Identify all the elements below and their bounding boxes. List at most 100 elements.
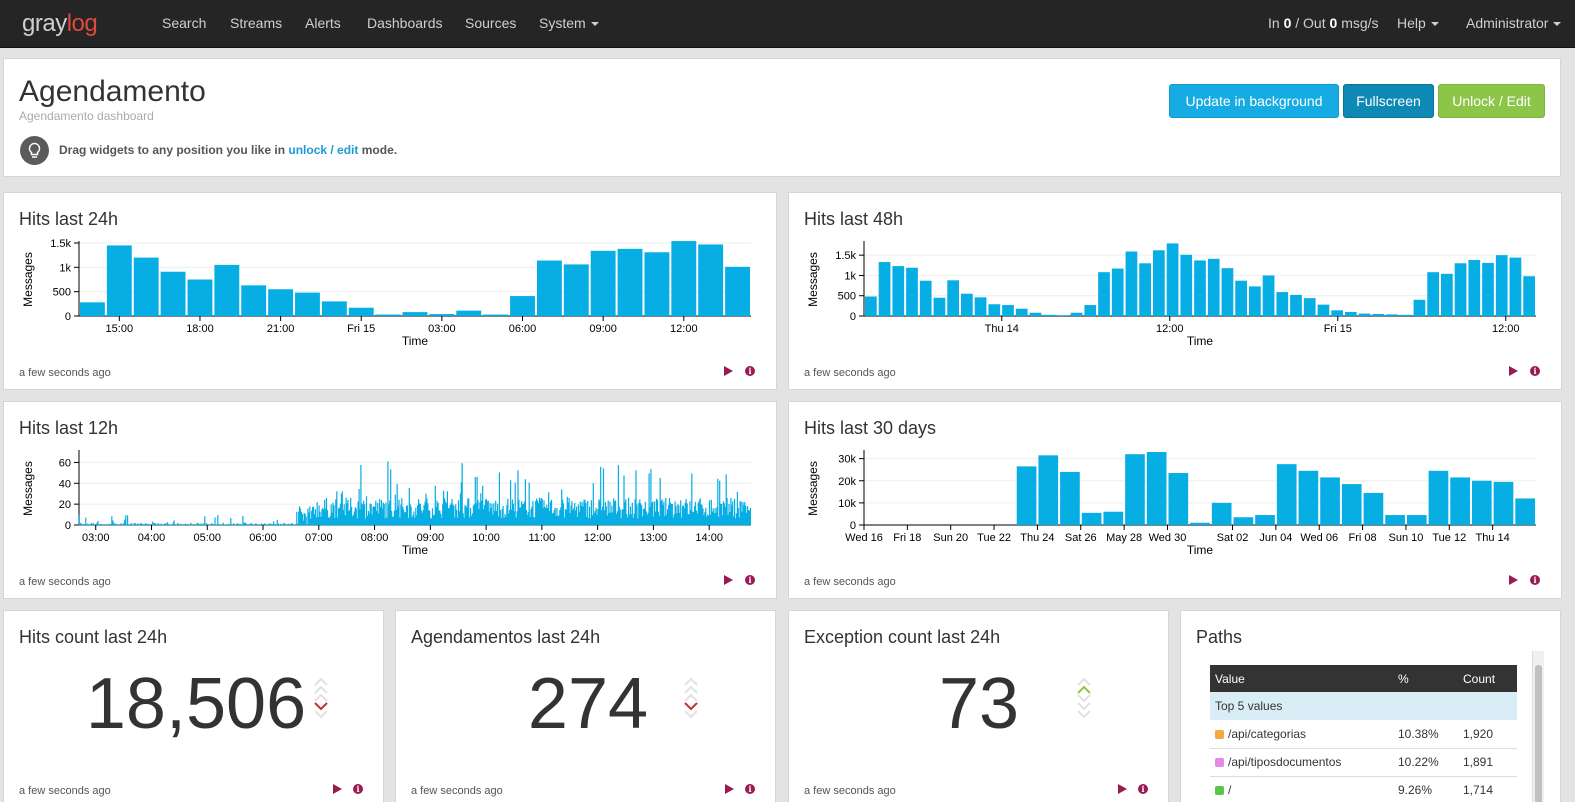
- x-tick-label: 18:00: [186, 323, 214, 335]
- nav-system[interactable]: System: [539, 15, 599, 31]
- unlock-edit-button[interactable]: Unlock / Edit: [1438, 84, 1545, 118]
- chevron-down-icon: [590, 22, 599, 27]
- table-scrollbar[interactable]: [1532, 651, 1544, 802]
- replay-search-icon[interactable]: [724, 366, 733, 376]
- widget-updated-time: a few seconds ago: [411, 785, 503, 797]
- x-axis-label: Time: [1187, 543, 1214, 557]
- bar: [725, 266, 750, 316]
- lightbulb-icon: [20, 136, 49, 165]
- replay-search-icon[interactable]: [333, 784, 342, 794]
- y-tick-label: 0: [850, 311, 856, 323]
- widget-hits-30-days[interactable]: Hits last 30 days 0 10k 20k 30k Messages Time…: [788, 401, 1562, 599]
- info-icon[interactable]: i: [745, 575, 755, 585]
- nav-search[interactable]: Search: [162, 15, 207, 31]
- info-icon[interactable]: i: [745, 366, 755, 376]
- nav-dashboards[interactable]: Dashboards: [367, 15, 443, 31]
- exception-count-value: 73: [938, 664, 1020, 744]
- replay-search-icon[interactable]: [1509, 366, 1518, 376]
- column-header-percent[interactable]: %: [1398, 671, 1409, 686]
- widget-updated-time: a few seconds ago: [19, 576, 111, 588]
- info-icon[interactable]: i: [1138, 784, 1148, 794]
- x-axis-label: Time: [402, 334, 429, 348]
- bar: [375, 314, 401, 316]
- bar: [1015, 308, 1028, 316]
- x-tick-label: 07:00: [305, 532, 333, 544]
- bar: [698, 244, 724, 316]
- info-icon[interactable]: i: [1530, 366, 1540, 376]
- bar: [536, 260, 562, 316]
- replay-search-icon[interactable]: [725, 784, 734, 794]
- table-row[interactable]: /api/categorias 10.38% 1,920: [1210, 720, 1517, 748]
- bar: [892, 266, 905, 316]
- bar: [1523, 276, 1535, 316]
- widget-hits-12h[interactable]: Hits last 12h 0 20 40 60 Messages Time 03:00 04…: [3, 401, 777, 599]
- bar-series: [78, 461, 751, 526]
- table-row[interactable]: / 9.26% 1,714: [1210, 776, 1517, 802]
- bar: [1168, 473, 1189, 525]
- x-tick-label: Sat 02: [1217, 532, 1249, 544]
- path-percent: 10.22%: [1398, 755, 1439, 769]
- throughput-in-value: 0: [1283, 15, 1292, 31]
- bar: [1385, 515, 1405, 525]
- info-icon[interactable]: i: [745, 784, 755, 794]
- x-tick-label: 04:00: [138, 532, 166, 544]
- x-tick-label: Wed 06: [1300, 532, 1338, 544]
- bar: [947, 280, 959, 316]
- nav-alerts[interactable]: Alerts: [305, 15, 341, 31]
- nav-streams[interactable]: Streams: [230, 15, 283, 31]
- x-tick-label: Tue 12: [1432, 532, 1466, 544]
- agendamentos-value: 274: [527, 664, 649, 744]
- chevron-down-icon: [1553, 22, 1562, 27]
- x-tick-label: 10:00: [472, 532, 500, 544]
- y-axis-label: Messages: [21, 461, 35, 516]
- path-percent: 9.26%: [1398, 783, 1433, 797]
- widget-paths[interactable]: Paths Value % Count Top 5 values /api/ca…: [1180, 610, 1561, 802]
- nav-help[interactable]: Help: [1397, 15, 1439, 31]
- bar: [1125, 251, 1138, 316]
- bar: [1406, 515, 1427, 525]
- scrollbar-thumb[interactable]: [1535, 665, 1542, 802]
- x-tick-label: 14:00: [695, 532, 723, 544]
- paths-table: Value % Count Top 5 values /api/categori…: [1210, 665, 1517, 802]
- throughput-indicator[interactable]: In 0 / Out 0 msg/s: [1268, 15, 1379, 31]
- widget-agendamentos[interactable]: Agendamentos last 24h 274 a few seconds …: [395, 610, 776, 802]
- unlock-edit-link[interactable]: unlock / edit: [288, 143, 359, 157]
- column-header-value[interactable]: Value: [1215, 671, 1245, 686]
- table-group-row: Top 5 values: [1210, 692, 1517, 720]
- replay-search-icon[interactable]: [724, 575, 733, 585]
- trend-down-icon: [314, 677, 328, 719]
- bar: [906, 267, 918, 316]
- fullscreen-button[interactable]: Fullscreen: [1343, 84, 1434, 118]
- replay-search-icon[interactable]: [1118, 784, 1127, 794]
- path-count: 1,714: [1463, 783, 1494, 797]
- y-tick-label: 20k: [838, 476, 856, 488]
- widget-hits-48h[interactable]: Hits last 48h 0 500 1k 1.5k Messages Time Thu …: [788, 192, 1562, 390]
- table-row[interactable]: /api/tiposdocumentos 10.22% 1,891: [1210, 748, 1517, 776]
- x-tick-label: 21:00: [267, 323, 295, 335]
- info-icon[interactable]: i: [353, 784, 363, 794]
- path-value: /: [1210, 776, 1393, 802]
- bar: [187, 279, 213, 316]
- bar: [402, 312, 428, 316]
- nav-user-menu[interactable]: Administrator: [1466, 15, 1562, 31]
- widget-hits-24h[interactable]: Hits last 24h 0 500 1k 1.5k Messages Time 15:0…: [3, 192, 777, 390]
- bar: [1211, 502, 1232, 525]
- y-tick-label: 1k: [59, 262, 71, 274]
- replay-search-icon[interactable]: [1509, 575, 1518, 585]
- update-in-background-button[interactable]: Update in background: [1169, 84, 1339, 118]
- widget-title: Hits count last 24h: [19, 627, 168, 647]
- nav-user-label: Administrator: [1466, 15, 1549, 31]
- bar: [1233, 517, 1254, 525]
- logo-text-log: log: [66, 10, 98, 37]
- nav-sources[interactable]: Sources: [465, 15, 517, 31]
- widget-exception-count[interactable]: Exception count last 24h 73 a few second…: [788, 610, 1169, 802]
- bar: [1509, 257, 1522, 316]
- info-icon[interactable]: i: [1530, 575, 1540, 585]
- y-tick-label: 1.5k: [50, 238, 71, 250]
- bar: [865, 296, 877, 316]
- widget-hits-count[interactable]: Hits count last 24h 18,506 a few seconds…: [3, 610, 384, 802]
- graylog-logo[interactable]: graylog: [22, 10, 98, 38]
- bar: [617, 248, 643, 316]
- column-header-count[interactable]: Count: [1463, 671, 1496, 686]
- x-tick-label: 03:00: [82, 532, 110, 544]
